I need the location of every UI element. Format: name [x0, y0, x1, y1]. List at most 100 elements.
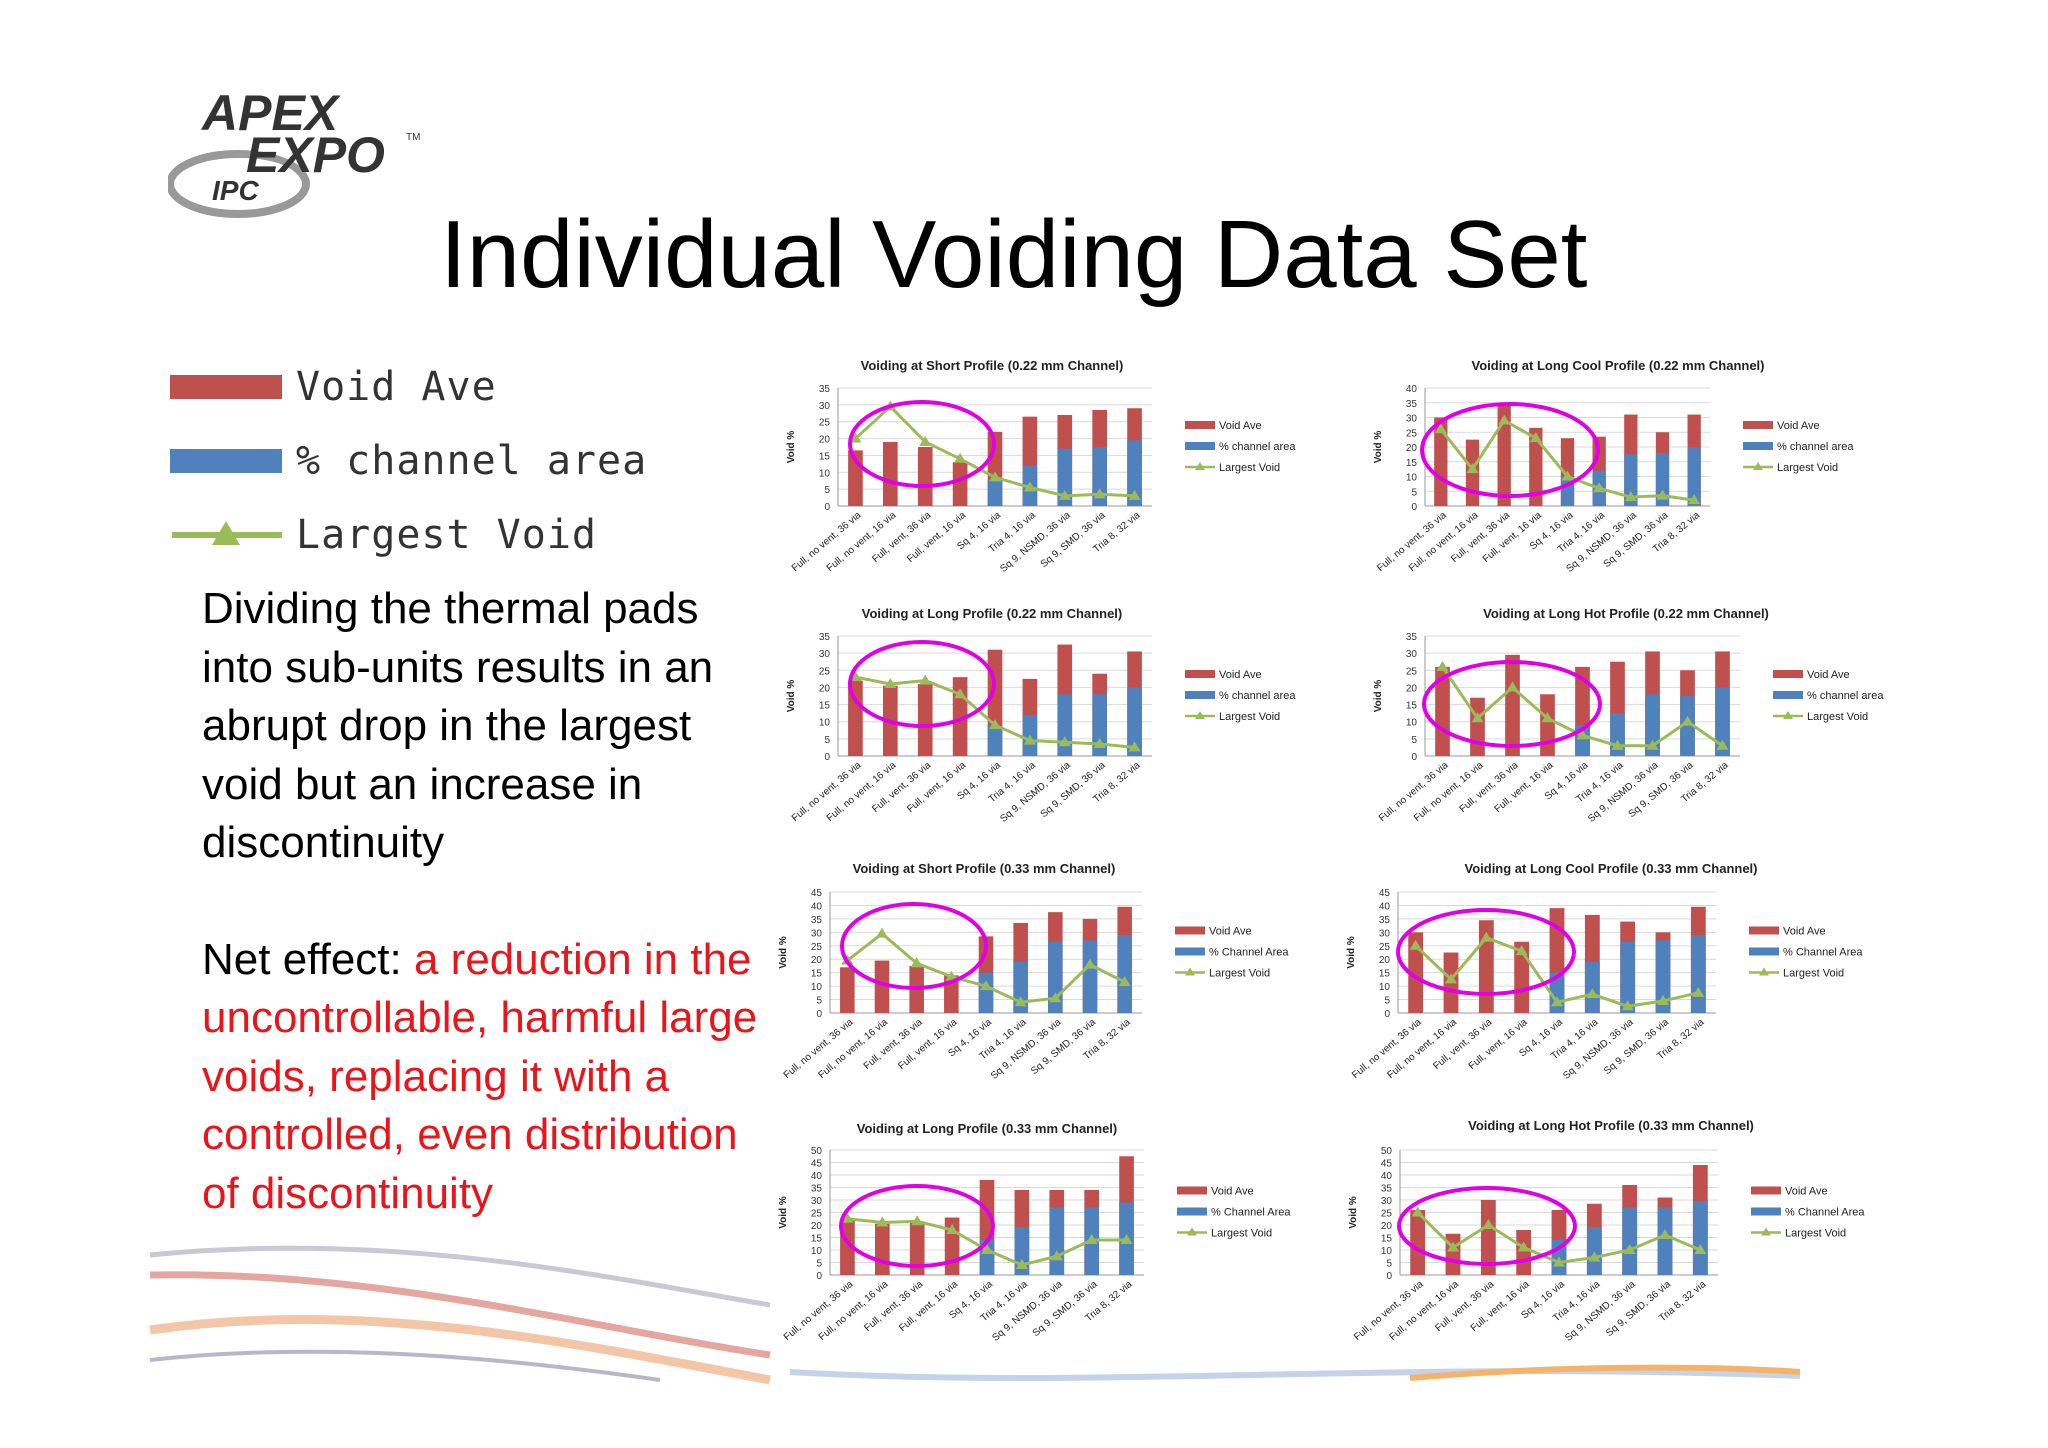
- x-tick-label: Sq 9, SMD, 36 via: [1604, 1279, 1673, 1340]
- largest-void-point: [946, 1224, 959, 1234]
- chart-title: Voiding at Long Cool Profile (0.33 mm Ch…: [1465, 861, 1758, 876]
- largest-void-point: [910, 957, 923, 968]
- legend-label: Void Ave: [1807, 669, 1850, 681]
- legend-marker: [1195, 711, 1205, 719]
- void-ave-bar: [1529, 427, 1543, 506]
- chart-title: Voiding at Long Profile (0.22 mm Channel…: [862, 606, 1123, 621]
- y-tick-label: 0: [816, 1271, 822, 1282]
- highlight-circle: [848, 640, 996, 728]
- void-ave-bar: [917, 684, 933, 756]
- paragraph-1: Dividing the thermal pads into sub-units…: [202, 584, 714, 867]
- largest-void-point: [1023, 481, 1036, 492]
- legend-marker: [1187, 1227, 1197, 1236]
- largest-void-point: [1120, 1234, 1133, 1244]
- svg-text:TM: TM: [406, 132, 420, 143]
- y-tick-label: 35: [819, 384, 831, 395]
- channel-area-bar: [1082, 940, 1098, 1013]
- legend-label: % Channel Area: [1785, 1207, 1865, 1219]
- highlight-circle: [1397, 1186, 1577, 1266]
- void-ave-swatch: [170, 375, 282, 399]
- y-tick-label: 50: [811, 1146, 823, 1157]
- largest-void-point: [919, 674, 932, 685]
- legend-label: Void Ave: [1219, 420, 1262, 432]
- y-tick-label: 20: [1379, 955, 1391, 966]
- largest-void-point: [1023, 734, 1036, 745]
- largest-void-point: [1480, 931, 1493, 942]
- channel-area-bar: [1624, 454, 1638, 506]
- y-tick-label: 45: [811, 888, 823, 899]
- channel-area-bar: [1655, 940, 1671, 1013]
- y-tick-label: 20: [1406, 683, 1418, 694]
- x-tick-label: Sq 9, SMD, 36 via: [1039, 510, 1108, 571]
- largest-void-point: [1529, 432, 1542, 443]
- y-tick-label: 40: [1406, 384, 1418, 395]
- channel-area-bar: [1127, 687, 1142, 756]
- y-tick-label: 10: [1381, 1246, 1393, 1257]
- chart-4: Voiding at Long Hot Profile (0.22 mm Cha…: [1373, 606, 1884, 825]
- y-tick-label: 15: [1381, 1234, 1393, 1245]
- channel-area-bar: [1645, 694, 1660, 756]
- largest-void-point: [1656, 489, 1669, 500]
- legend-label: % channel area: [1219, 690, 1296, 702]
- largest-void-point: [1716, 739, 1729, 750]
- largest-void-point: [1657, 994, 1669, 1005]
- largest-void-point: [1553, 1256, 1565, 1267]
- channel-area-bar: [1680, 696, 1695, 756]
- y-tick-label: 15: [819, 701, 831, 712]
- chart-title: Voiding at Short Profile (0.22 mm Channe…: [861, 358, 1124, 373]
- legend-marker: [1753, 462, 1763, 470]
- legend-label: Largest Void: [1219, 711, 1280, 723]
- chart-title: Voiding at Long Profile (0.33 mm Channel…: [857, 1121, 1118, 1136]
- x-tick-label: Full, vent, 36 via: [870, 760, 933, 816]
- legend-largest-void: Largest Void: [170, 498, 647, 572]
- largest-void-point: [1659, 1229, 1671, 1239]
- largest-void-point: [1561, 470, 1574, 481]
- legend-label: Largest Void: [1783, 968, 1844, 980]
- y-tick-label: 25: [1406, 428, 1418, 439]
- x-tick-label: Full, vent, 36 via: [862, 1279, 925, 1335]
- chart-3: Voiding at Long Profile (0.22 mm Channel…: [786, 606, 1296, 825]
- largest-void-point: [1517, 1241, 1530, 1252]
- largest-void-point: [849, 432, 862, 443]
- channel-area-bar: [1657, 1207, 1673, 1275]
- chart-title: Voiding at Short Profile (0.33 mm Channe…: [853, 861, 1116, 876]
- y-tick-label: 0: [824, 502, 830, 513]
- chart-6: Voiding at Long Cool Profile (0.33 mm Ch…: [1346, 861, 1863, 1082]
- y-tick-label: 35: [1406, 632, 1418, 643]
- y-tick-label: 0: [824, 752, 830, 763]
- y-tick-label: 0: [1411, 502, 1417, 513]
- highlight-circle: [1422, 660, 1602, 748]
- void-ave-bar: [848, 680, 863, 756]
- y-tick-label: 40: [1381, 1171, 1393, 1182]
- largest-void-point: [1411, 1206, 1424, 1217]
- legend-label: % Channel Area: [1209, 947, 1289, 959]
- legend-swatch: [1751, 1186, 1781, 1195]
- legend-label: % channel area: [296, 438, 648, 484]
- chart-title: Voiding at Long Hot Profile (0.33 mm Cha…: [1468, 1118, 1754, 1133]
- legend-swatch: [1177, 1186, 1207, 1195]
- chart-1: Voiding at Short Profile (0.22 mm Channe…: [786, 358, 1296, 575]
- void-ave-bar: [1434, 417, 1448, 506]
- y-tick-label: 40: [1379, 901, 1391, 912]
- void-ave-bar: [1408, 932, 1424, 1013]
- y-tick-label: 5: [816, 996, 822, 1007]
- y-tick-label: 10: [819, 468, 831, 479]
- highlight-circle: [839, 1184, 995, 1268]
- void-ave-bar: [840, 967, 855, 1013]
- largest-void-point: [1623, 1244, 1636, 1254]
- y-tick-label: 25: [819, 418, 831, 429]
- y-tick-label: 35: [819, 632, 831, 643]
- channel-area-bar: [1092, 447, 1107, 506]
- y-axis-label: Void %: [778, 936, 789, 969]
- y-tick-label: 20: [1406, 443, 1418, 454]
- channel-area-swatch: [170, 449, 282, 473]
- y-tick-label: 15: [811, 1234, 823, 1245]
- largest-void-point: [1128, 741, 1141, 752]
- chart-8: Voiding at Long Hot Profile (0.33 mm Cha…: [1348, 1118, 1865, 1344]
- x-tick-label: Full, vent, 36 via: [862, 1017, 925, 1073]
- y-tick-label: 10: [819, 718, 831, 729]
- largest-void-point: [1058, 489, 1071, 500]
- y-tick-label: 30: [819, 401, 831, 412]
- largest-void-point: [1681, 715, 1694, 726]
